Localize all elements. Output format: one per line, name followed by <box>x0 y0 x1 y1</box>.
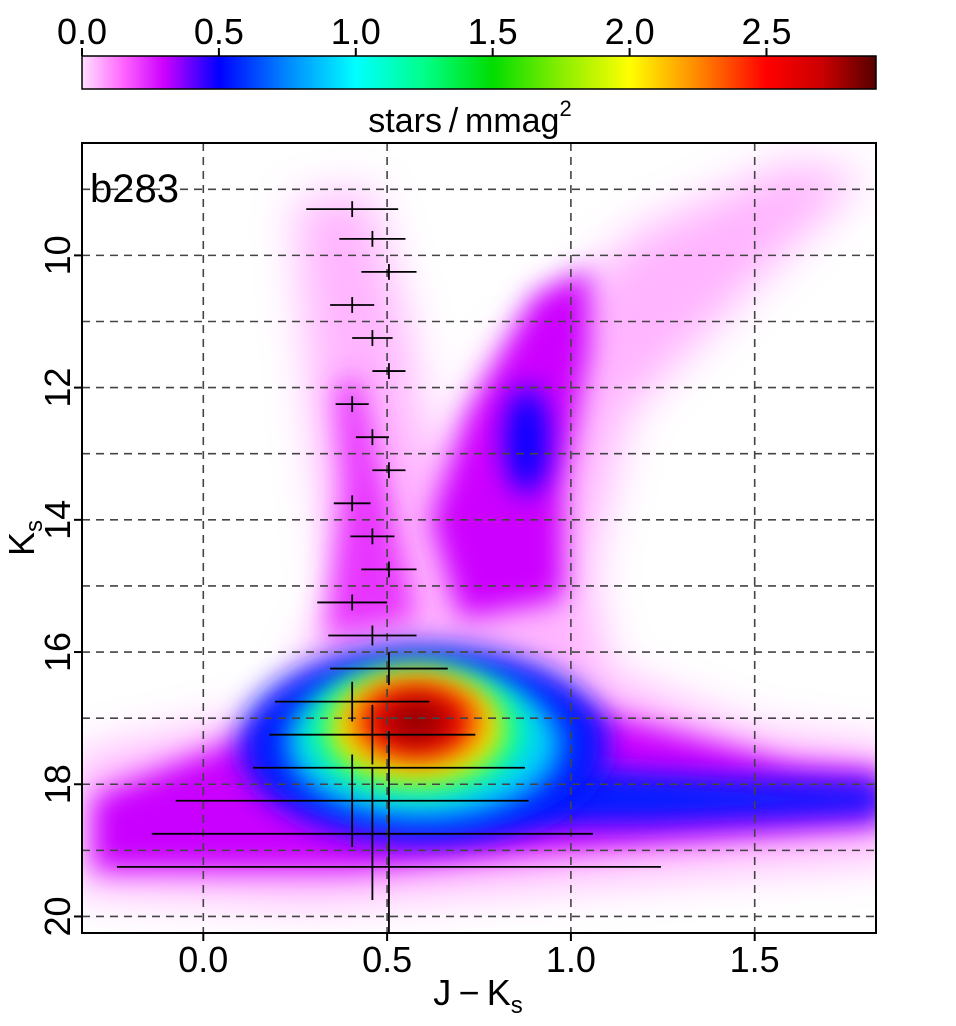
x-tick-label: 0.0 <box>178 939 228 980</box>
y-tick-label: 10 <box>37 235 78 275</box>
error-bar <box>335 396 369 413</box>
giant-branch-clump <box>504 387 549 494</box>
error-bar <box>269 704 476 765</box>
error-bar <box>372 363 406 380</box>
error-bar <box>361 561 417 578</box>
y-axis: 10 12 14 16 18 20 <box>37 235 82 936</box>
error-bar <box>330 297 375 313</box>
error-bar <box>175 754 529 848</box>
error-bars <box>116 201 661 933</box>
colorbar-tick-label: 0.0 <box>57 11 107 52</box>
colorbar-tick-label: 2.0 <box>605 11 655 52</box>
error-bar <box>352 330 393 346</box>
y-tick-label: 16 <box>37 632 78 672</box>
error-bar <box>328 625 417 646</box>
colorbar-gradient <box>81 55 877 90</box>
y-tick-label: 20 <box>37 896 78 936</box>
y-tick-label: 18 <box>37 764 78 804</box>
error-bar <box>372 462 406 479</box>
error-bar <box>350 528 395 545</box>
error-bar <box>339 230 406 247</box>
colorbar-tick-label: 1.5 <box>468 11 518 52</box>
colorbar-label: stars / mmag2 <box>368 96 571 140</box>
error-bar <box>116 800 661 933</box>
error-bar <box>330 652 448 686</box>
error-bar <box>333 495 371 512</box>
x-tick-label: 1.5 <box>730 939 780 980</box>
error-bar <box>274 681 430 722</box>
error-bar <box>355 429 389 446</box>
x-axis: 0.0 0.5 1.0 1.5 <box>178 933 780 980</box>
panel-label: b283 <box>90 167 179 211</box>
x-tick-label: 0.5 <box>362 939 412 980</box>
colorbar-tick-label: 1.0 <box>331 11 381 52</box>
error-bar <box>151 767 593 900</box>
error-bar <box>361 263 417 280</box>
y-tick-label: 14 <box>37 500 78 540</box>
error-bar <box>317 594 388 611</box>
y-tick-label: 12 <box>37 368 78 408</box>
colorbar-tick-label: 0.5 <box>194 11 244 52</box>
colorbar-tick-label: 2.5 <box>741 11 791 52</box>
colorbar: 0.0 0.5 1.0 1.5 2.0 2.5 stars / mmag2 <box>57 11 877 140</box>
plot-area <box>82 143 876 933</box>
y-axis-label: Ks <box>1 520 48 556</box>
colorbar-ticks: 0.0 0.5 1.0 1.5 2.0 2.5 <box>57 11 792 56</box>
error-bar <box>252 731 525 805</box>
core-darkred <box>383 700 450 743</box>
x-tick-label: 1.0 <box>546 939 596 980</box>
plot-frame <box>81 142 877 934</box>
x-axis-label: J − Ks <box>433 972 522 1019</box>
main-sequence-band <box>324 374 417 639</box>
error-bar <box>306 201 399 218</box>
